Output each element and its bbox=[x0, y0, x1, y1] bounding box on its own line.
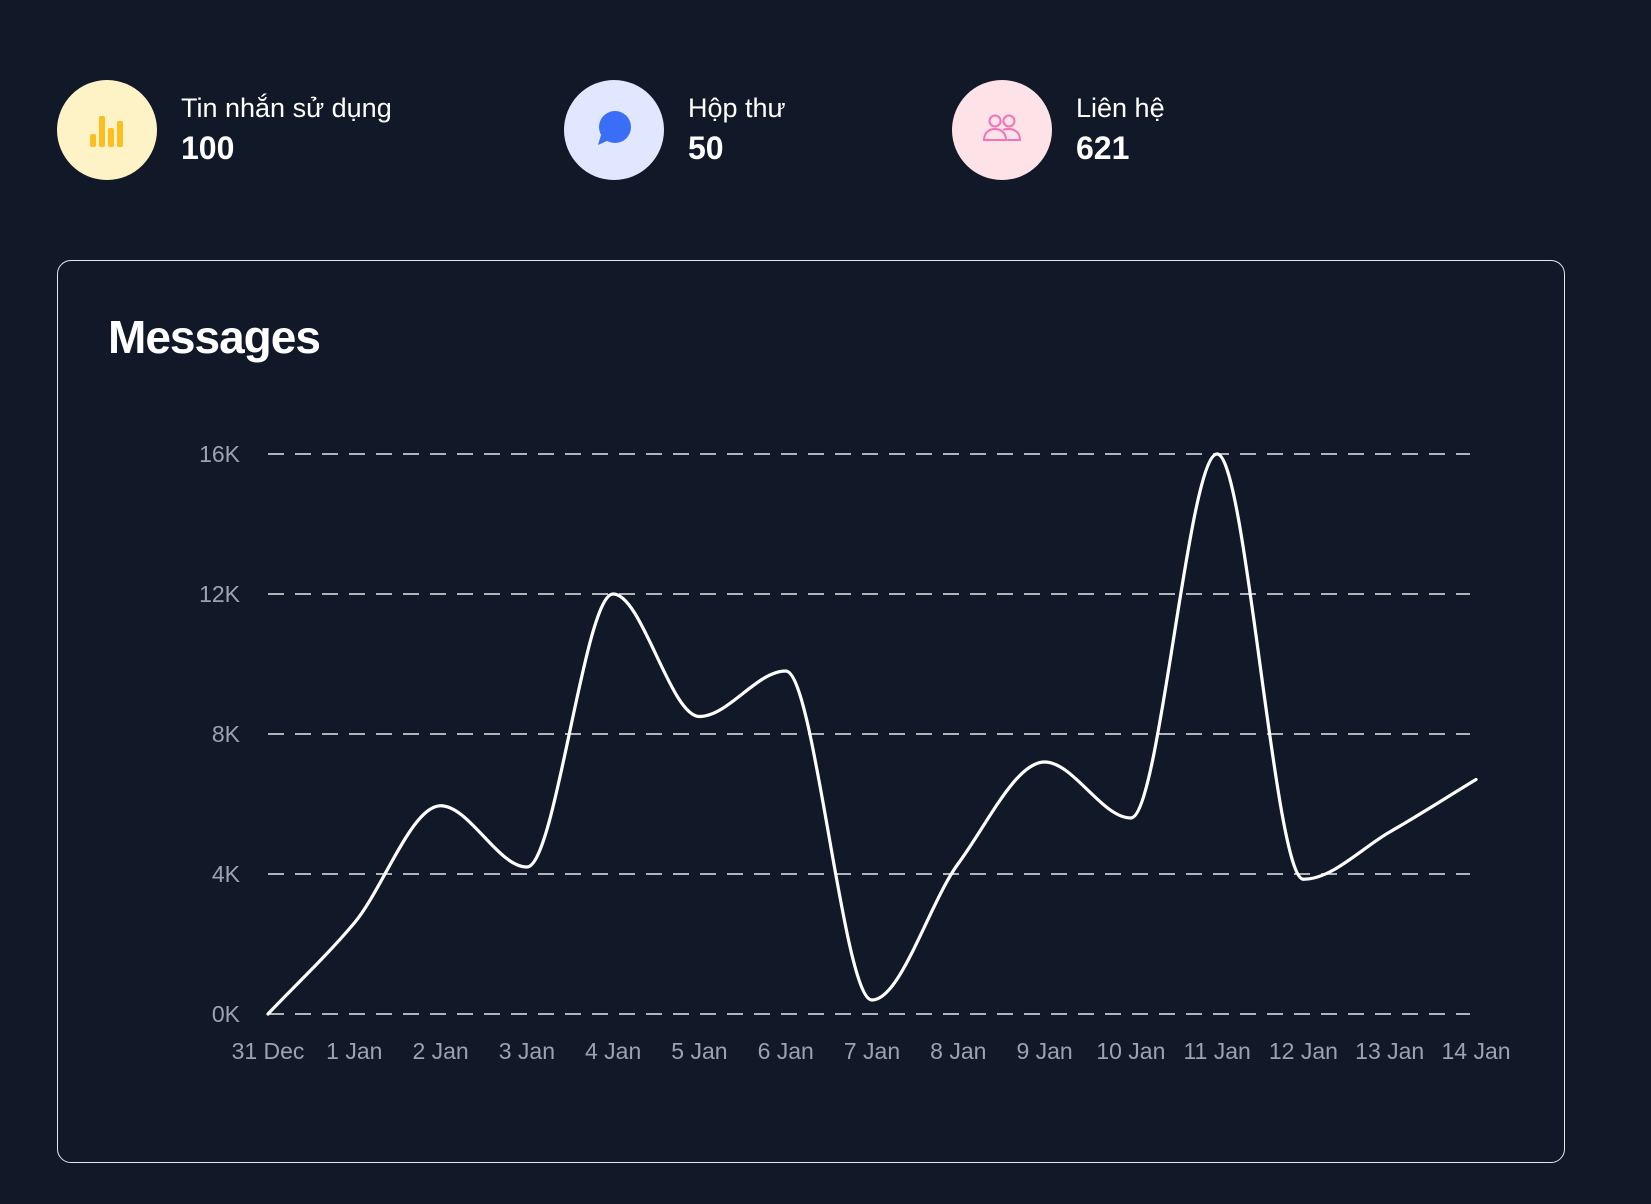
x-tick-label: 1 Jan bbox=[326, 1038, 382, 1064]
stat-value: 100 bbox=[181, 130, 235, 166]
x-tick-label: 6 Jan bbox=[758, 1038, 814, 1064]
stat-icon-circle bbox=[564, 80, 664, 180]
x-tick-label: 2 Jan bbox=[412, 1038, 468, 1064]
stat-value: 50 bbox=[688, 130, 724, 166]
series-line bbox=[266, 452, 1478, 1016]
y-tick-label: 0K bbox=[212, 1001, 241, 1027]
x-tick-label: 3 Jan bbox=[499, 1038, 555, 1064]
x-tick-label: 14 Jan bbox=[1441, 1038, 1510, 1064]
stat-card-messages-used: Tin nhắn sử dụng 100 bbox=[57, 80, 392, 180]
users-icon bbox=[982, 112, 1022, 149]
stat-icon-circle bbox=[57, 80, 157, 180]
stat-label: Hộp thư bbox=[688, 93, 786, 123]
x-tick-label: 9 Jan bbox=[1016, 1038, 1072, 1064]
y-tick-label: 12K bbox=[199, 581, 241, 607]
stat-icon-circle bbox=[952, 80, 1052, 180]
messages-chart-card: Messages 0K 4K 8K 12K 16K 31 Dec 1 Jan 2 Jan 3 J… bbox=[57, 260, 1565, 1163]
x-tick-label: 31 Dec bbox=[232, 1038, 305, 1064]
stat-card-contacts: Liên hệ 621 bbox=[952, 80, 1165, 180]
stat-label: Liên hệ bbox=[1076, 93, 1165, 123]
chart-title: Messages bbox=[108, 311, 321, 363]
stats-row: Tin nhắn sử dụng 100 Hộp thư 50 bbox=[57, 80, 1557, 180]
x-tick-label: 13 Jan bbox=[1355, 1038, 1424, 1064]
stat-value: 621 bbox=[1076, 130, 1130, 166]
x-tick-label: 5 Jan bbox=[671, 1038, 727, 1064]
y-tick-label: 16K bbox=[199, 441, 241, 467]
bar-chart-icon bbox=[89, 108, 125, 153]
stat-label: Tin nhắn sử dụng bbox=[181, 93, 392, 123]
x-tick-label: 7 Jan bbox=[844, 1038, 900, 1064]
x-tick-label: 11 Jan bbox=[1183, 1038, 1250, 1064]
x-tick-label: 8 Jan bbox=[930, 1038, 986, 1064]
x-tick-label: 4 Jan bbox=[585, 1038, 641, 1064]
x-tick-label: 12 Jan bbox=[1269, 1038, 1338, 1064]
y-tick-label: 4K bbox=[212, 861, 241, 887]
stat-card-inbox: Hộp thư 50 bbox=[564, 80, 786, 180]
chat-bubble-icon bbox=[595, 109, 633, 152]
x-tick-label: 10 Jan bbox=[1096, 1038, 1165, 1064]
y-tick-label: 8K bbox=[212, 721, 241, 747]
messages-line-chart: 0K 4K 8K 12K 16K 31 Dec 1 Jan 2 Jan 3 Jan 4 Jan 5 … bbox=[199, 441, 1510, 1064]
